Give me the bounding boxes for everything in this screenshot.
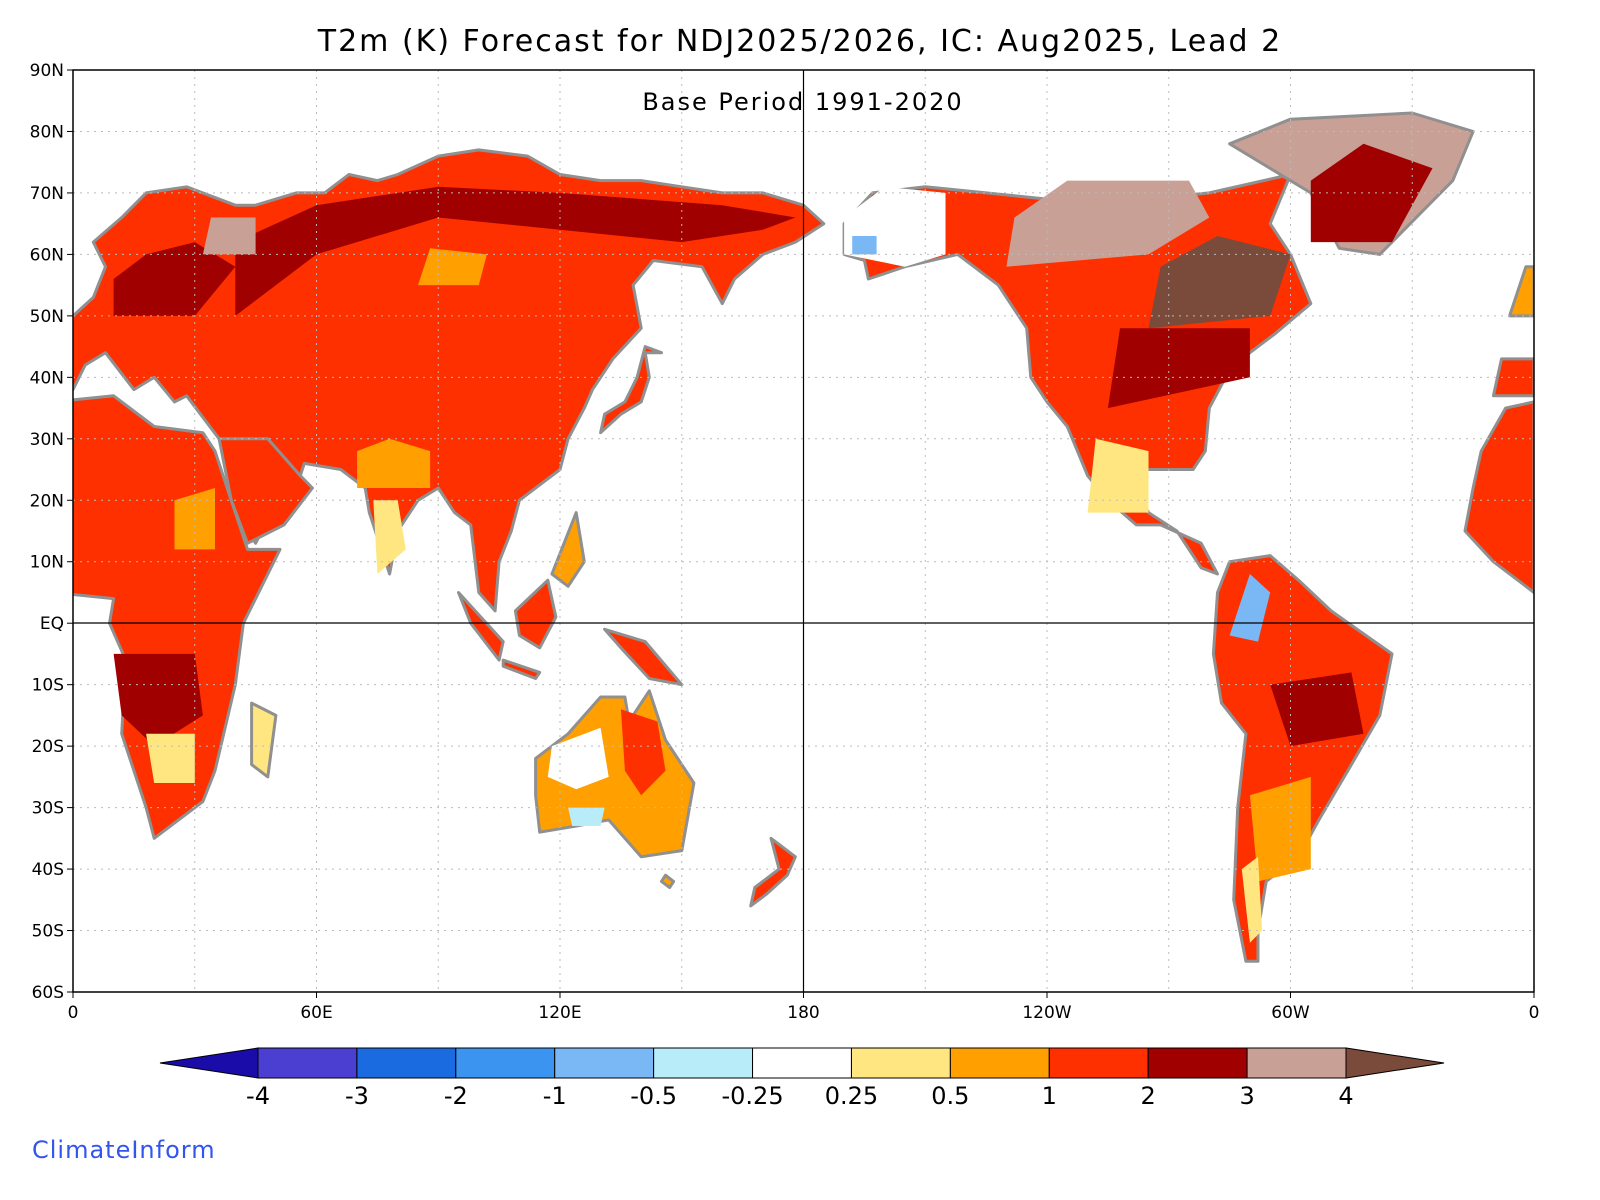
canada-warm	[1006, 180, 1210, 267]
central-siberia-anomaly	[418, 248, 487, 286]
alaska-cool-pocket	[852, 236, 877, 255]
borneo-landmass	[513, 578, 558, 650]
greenland-warm-core	[1310, 143, 1433, 243]
colorbar-tick-label: -1	[543, 1082, 567, 1110]
lat-tick-label: 40N	[30, 368, 64, 388]
lat-tick-label: 10S	[32, 676, 64, 696]
mexico-anomaly	[1087, 438, 1149, 513]
java-landmass	[501, 658, 542, 680]
lat-tick-label: EQ	[40, 614, 64, 634]
lon-tick-label: 60W	[1271, 1003, 1310, 1023]
colorbar-swatch	[257, 1047, 358, 1079]
central-africa-anomaly	[113, 653, 203, 747]
lat-tick-label: 20N	[30, 491, 64, 511]
iberia-edge	[1491, 357, 1534, 398]
colorbar-tick-label: 0.5	[931, 1082, 969, 1110]
colorbar-low-arrow	[159, 1047, 259, 1079]
lon-tick-label: 0	[68, 1003, 79, 1023]
europe-warm-core	[113, 242, 236, 316]
lat-tick-label: 50S	[32, 922, 64, 942]
south-australia-cool	[568, 807, 605, 826]
lat-tick-label: 50N	[30, 307, 64, 327]
colorbar-swatch	[1048, 1047, 1149, 1079]
arabia-landmass	[217, 437, 314, 545]
colorbar-tick-label: 2	[1141, 1082, 1156, 1110]
lat-tick-label: 40S	[32, 860, 64, 880]
colorbar-swatch	[455, 1047, 556, 1079]
colorbar: -4 -3 -2 -1 -0.5 -0.25 0.25 0.5 1 2 3 4	[159, 1047, 1445, 1110]
colorbar-tick-label: 1	[1042, 1082, 1057, 1110]
india-south-anomaly	[373, 500, 406, 574]
lat-tick-label: 30N	[30, 430, 64, 450]
credit-label: ClimateInform	[32, 1136, 216, 1164]
lon-tick-label: 0	[1529, 1003, 1540, 1023]
new-guinea-landmass	[603, 627, 684, 687]
northwest-africa-edge	[1463, 400, 1534, 594]
colorbar-tick-label: 0.25	[825, 1082, 878, 1110]
northwest-russia-anomaly	[202, 217, 256, 255]
colorbar-swatch	[653, 1047, 754, 1079]
colombia-cool	[1229, 574, 1271, 642]
colorbar-tick-label: -0.5	[630, 1082, 677, 1110]
madagascar-landmass	[250, 701, 278, 779]
lat-tick-label: 90N	[30, 61, 64, 81]
lat-axis: 90N 80N 70N 60N 50N 40N 30N 20N 10N EQ 10S 20S 30S 40…	[30, 61, 73, 1003]
west-australia-neutral	[547, 727, 609, 790]
lon-tick-label: 60E	[300, 1003, 332, 1023]
colorbar-swatch	[949, 1047, 1050, 1079]
colorbar-swatch	[850, 1047, 951, 1079]
us-north-warm	[1107, 328, 1250, 409]
colorbar-swatch	[752, 1047, 852, 1079]
africa-landmass	[73, 394, 282, 840]
base-period-label: Base Period 1991-2020	[642, 88, 963, 116]
lon-tick-label: 180	[787, 1003, 819, 1023]
lat-tick-label: 30S	[32, 799, 64, 819]
new-zealand-landmass	[749, 836, 797, 908]
lat-tick-label: 10N	[30, 553, 64, 573]
lon-tick-label: 120W	[1022, 1003, 1071, 1023]
colorbar-swatch	[356, 1047, 457, 1079]
lat-tick-label: 70N	[30, 184, 64, 204]
colorbar-swatch	[554, 1047, 655, 1079]
tasmania-landmass	[660, 873, 676, 889]
lat-tick-label: 60S	[32, 983, 64, 1003]
colorbar-tick-label: -3	[345, 1082, 369, 1110]
map-title: T2m (K) Forecast for NDJ2025/2026, IC: A…	[317, 24, 1283, 59]
sumatra-landmass	[457, 591, 505, 662]
lon-tick-label: 120E	[538, 1003, 581, 1023]
hudson-bay-warm	[1148, 236, 1291, 329]
colorbar-tick-label: 3	[1239, 1082, 1254, 1110]
colorbar-tick-label: -2	[444, 1082, 468, 1110]
lat-tick-label: 80N	[30, 122, 64, 142]
japan-landmass	[599, 345, 663, 435]
colorbar-tick-label: -4	[246, 1082, 270, 1110]
brazil-warm	[1270, 672, 1364, 747]
colorbar-tick-label: 4	[1338, 1082, 1353, 1110]
colorbar-tick-label: -0.25	[721, 1082, 783, 1110]
north-australia-anomaly	[620, 709, 666, 796]
lat-tick-label: 60N	[30, 245, 64, 265]
patagonia-anomaly	[1241, 856, 1263, 943]
lon-axis: 0 60E 120E 180 120W 60W 0	[68, 992, 1540, 1023]
lat-tick-label: 20S	[32, 737, 64, 757]
india-north-anomaly	[357, 438, 431, 488]
colorbar-swatch	[1147, 1047, 1248, 1079]
siberia-warm-core	[235, 186, 796, 316]
colorbar-swatch	[1246, 1047, 1347, 1079]
argentina-anomaly	[1249, 776, 1311, 882]
colorbar-high-arrow	[1345, 1047, 1445, 1079]
land-anomaly-layer	[73, 111, 1534, 963]
southern-africa-anomaly	[146, 733, 195, 783]
britain-edge	[1508, 265, 1534, 318]
